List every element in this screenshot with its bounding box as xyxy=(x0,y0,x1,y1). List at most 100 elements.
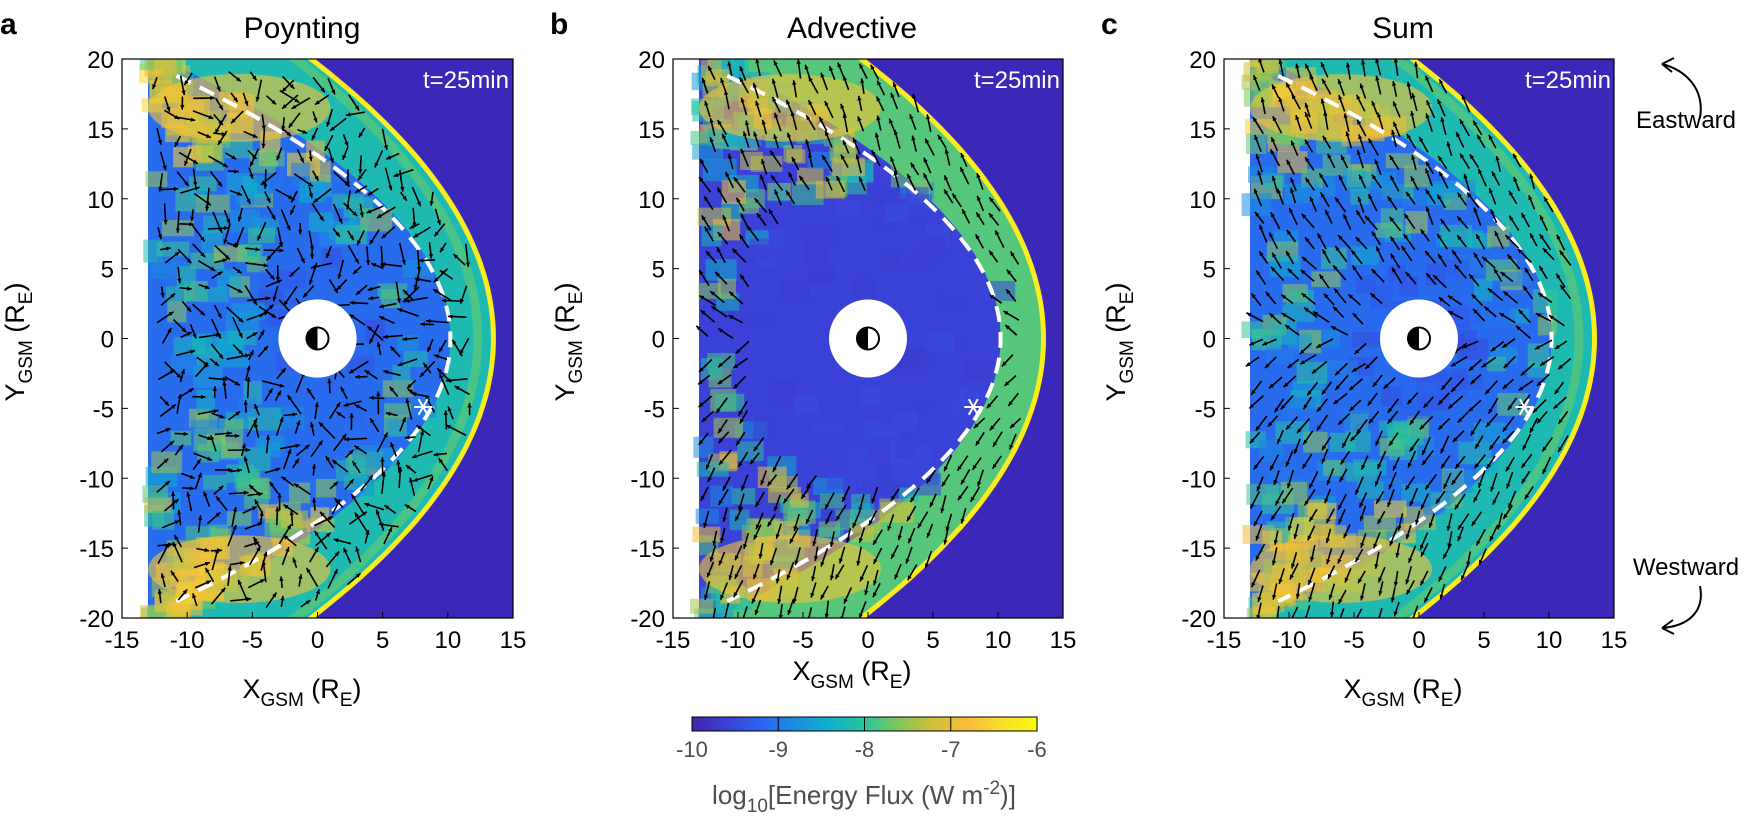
flux-patch xyxy=(1363,515,1396,532)
flux-vector-head xyxy=(289,84,295,89)
flux-vector-head xyxy=(385,411,391,417)
flux-vector-head xyxy=(445,378,451,383)
colorbar-tick-label: -9 xyxy=(768,737,788,762)
flux-vector-head xyxy=(294,458,299,464)
flux-patch xyxy=(392,364,411,381)
flux-vector-head xyxy=(210,266,216,271)
flux-vector-head xyxy=(835,574,840,580)
flux-patch xyxy=(1436,376,1468,397)
flux-vector-head xyxy=(286,225,291,231)
flux-vector-head xyxy=(286,131,292,137)
x-tick-label: 0 xyxy=(1412,627,1425,654)
flux-vector-head xyxy=(1003,311,1009,316)
flux-vector-head xyxy=(1325,538,1330,543)
flux-vector-head xyxy=(313,198,319,203)
flux-vector-head xyxy=(1425,161,1431,167)
flux-vector-head xyxy=(1374,481,1380,487)
flux-vector-head xyxy=(335,231,340,237)
flux-vector-head xyxy=(222,377,228,382)
earth-night-side-icon xyxy=(306,327,318,350)
flux-vector-head xyxy=(330,126,335,131)
flux-vector-head xyxy=(777,598,782,604)
y-tick-label: 20 xyxy=(87,47,114,74)
flux-vector-head xyxy=(243,400,248,405)
flux-vector-head xyxy=(200,252,206,258)
flux-vector-head xyxy=(433,289,439,294)
flux-vector-head xyxy=(204,561,210,566)
flux-vector-head xyxy=(268,304,274,310)
flux-vector-shaft xyxy=(1339,608,1345,618)
flux-vector-head xyxy=(1520,370,1526,376)
flux-vector-head xyxy=(203,491,208,497)
flux-vector-head xyxy=(165,428,171,433)
flux-vector-head xyxy=(1309,196,1314,202)
flux-vector-head xyxy=(1393,59,1399,63)
x-axis-label: XGSM (RE) xyxy=(793,656,912,693)
bow-shock-rim xyxy=(306,59,496,618)
flux-vector-head xyxy=(976,195,981,201)
flux-vector-head xyxy=(1540,361,1545,366)
flux-vector-head xyxy=(1467,192,1472,198)
flux-patch xyxy=(791,181,824,206)
flux-vector-head xyxy=(1406,81,1411,87)
flux-vector-head xyxy=(718,362,724,368)
flux-vector-head xyxy=(1337,79,1342,85)
flux-vector-head xyxy=(249,173,254,179)
flux-patch xyxy=(382,380,414,398)
y-tick-label: -10 xyxy=(630,466,665,493)
flux-vector-head xyxy=(1487,288,1493,293)
flux-vector-head xyxy=(181,327,187,333)
flux-vector-head xyxy=(976,212,981,218)
flux-patch xyxy=(282,382,306,404)
flux-vector-head xyxy=(771,78,776,84)
y-tick-label: 0 xyxy=(101,327,114,354)
flux-vector-head xyxy=(397,362,403,367)
flux-vector-head xyxy=(231,118,236,124)
x-tick-label: 5 xyxy=(376,627,389,654)
flux-vector-head xyxy=(774,189,779,195)
flux-vector-head xyxy=(235,242,240,248)
flux-vector-head xyxy=(1433,275,1439,280)
flux-vector-head xyxy=(205,133,211,138)
flux-vector-head xyxy=(1255,535,1260,541)
flux-vector-head xyxy=(338,218,343,224)
flux-vector-head xyxy=(434,354,440,359)
plot-area xyxy=(672,58,1064,619)
flux-vector-head xyxy=(1560,285,1565,291)
flux-vector-head xyxy=(222,162,228,168)
flux-vector-head xyxy=(1344,577,1349,583)
flux-vector-head xyxy=(238,332,243,338)
flux-vector-head xyxy=(944,175,949,181)
time-label: t=25min xyxy=(1525,67,1611,94)
flux-vector-head xyxy=(733,177,739,183)
flux-patch xyxy=(220,437,243,458)
x-tick-label: -10 xyxy=(1272,627,1307,654)
colorbar-ticks: -10 -9 -8 -7 -6 xyxy=(676,717,1047,762)
flux-vector-head xyxy=(281,126,286,131)
flux-vector-head xyxy=(871,498,876,504)
flux-vector-head xyxy=(1422,460,1427,466)
flux-vector-head xyxy=(1365,364,1371,369)
flux-vector-head xyxy=(1404,213,1409,219)
flux-vector-head xyxy=(910,497,915,503)
y-axis-label: YGSM (RE) xyxy=(0,283,37,402)
flux-vector-head xyxy=(944,149,949,154)
x-tick-label: -5 xyxy=(242,627,263,654)
flux-vector-head xyxy=(246,365,251,371)
flux-vector-head xyxy=(1354,349,1360,354)
flux-vector-head xyxy=(1401,245,1406,251)
flux-vector-head xyxy=(1521,463,1526,468)
flux-vector-head xyxy=(1383,383,1389,389)
flux-vector-head xyxy=(225,254,230,260)
flux-vector-head xyxy=(200,236,205,242)
flux-vector-head xyxy=(868,520,873,526)
flux-vector-head xyxy=(226,218,231,224)
flux-vector-head xyxy=(1521,478,1526,484)
flux-vector-head xyxy=(1539,215,1544,221)
flux-vector-head xyxy=(1368,194,1373,200)
flux-vector-head xyxy=(231,155,237,160)
flux-vector-head xyxy=(1349,406,1355,411)
flux-vector-head xyxy=(1376,498,1381,504)
flux-vector-head xyxy=(1506,483,1511,489)
flux-vector-head xyxy=(1375,59,1380,64)
